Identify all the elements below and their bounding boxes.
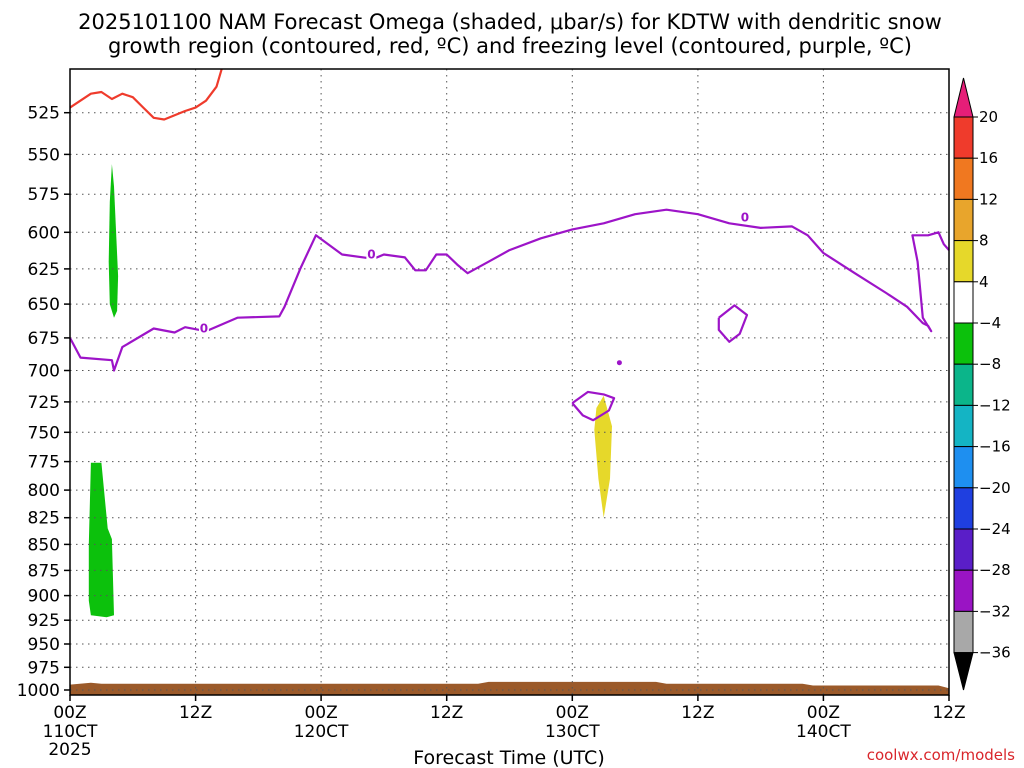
contour-label-1: 0 — [366, 246, 377, 261]
contour-label-bg — [198, 320, 209, 335]
colorbar-segment — [953, 198, 974, 242]
omega-region-0 — [108, 164, 119, 318]
y-tick-label: 700 — [28, 362, 60, 382]
y-tick-label: 925 — [28, 611, 60, 631]
colorbar-segment — [953, 281, 974, 324]
colorbar-segment — [953, 610, 974, 654]
y-tick-label: 775 — [28, 453, 60, 473]
colorbar-label: −28 — [979, 561, 1011, 579]
x-tick-label: 00Z — [807, 703, 840, 723]
freezing-level-blip — [616, 360, 622, 366]
colorbar-label: −8 — [979, 355, 1001, 373]
contour-label-text: 0 — [367, 247, 375, 261]
colorbar-label: 12 — [979, 190, 998, 208]
x-tick-label: 00Z — [304, 703, 337, 723]
colorbar-segment — [953, 404, 974, 448]
y-tick-label: 1000 — [17, 681, 60, 701]
colorbar-segment — [953, 157, 974, 200]
y-tick-label: 900 — [28, 587, 60, 607]
x-tick-label: 00Z — [556, 703, 589, 723]
contour-label-text: 0 — [200, 322, 208, 336]
omega-region-2 — [594, 395, 612, 518]
contours: 0 0 0 — [69, 68, 950, 422]
x-tick-date: 130CT — [545, 722, 600, 742]
y-tick-label: 950 — [28, 635, 60, 655]
colorbar-arrow-bottom — [953, 652, 974, 691]
y-tick-label: 600 — [28, 223, 60, 243]
contour-label-text: 0 — [741, 210, 749, 224]
freezing-level-contour — [69, 208, 950, 372]
colorbar-label: −20 — [979, 479, 1011, 497]
contour-label-0: 0 — [198, 320, 209, 336]
terrain — [70, 681, 949, 695]
y-tick-label: 800 — [28, 481, 60, 501]
colorbar-label: −12 — [979, 396, 1011, 414]
colorbar-arrow-top — [953, 77, 974, 118]
plot-frame — [69, 68, 950, 696]
freezing-level-loop-1 — [717, 304, 749, 343]
colorbar-label: −4 — [979, 314, 1001, 332]
y-tick-label: 875 — [28, 561, 60, 581]
y-tick-label: 825 — [28, 509, 60, 529]
y-tick-label: 575 — [28, 185, 60, 205]
omega-region-1 — [88, 462, 114, 618]
y-tick-label: 525 — [28, 104, 60, 124]
x-tick-date: 110CT — [43, 722, 98, 742]
y-tick-label: 975 — [28, 658, 60, 678]
x-tick-label: 00Z — [53, 703, 86, 723]
chart-title-line-1: 2025101100 NAM Forecast Omega (shaded, μ… — [78, 10, 942, 34]
colorbar-segment — [953, 322, 974, 365]
x-tick-date: 120CT — [294, 722, 349, 742]
colorbar-segment — [953, 116, 974, 159]
colorbar-label: 8 — [979, 232, 989, 250]
colorbar-segment — [953, 446, 974, 489]
colorbar-segment — [953, 569, 974, 612]
y-axis: 525 550 575 600 625 650 675 700 725 750 775 800 825 8… — [17, 104, 70, 701]
grid — [70, 69, 949, 695]
contour-label-bg — [739, 209, 750, 224]
contour-label-bg — [366, 246, 377, 261]
dgz-contour — [69, 68, 223, 121]
y-tick-label: 850 — [28, 535, 60, 555]
y-tick-label: 725 — [28, 393, 60, 413]
colorbar-label: −24 — [979, 520, 1011, 538]
x-tick-label: 12Z — [932, 703, 965, 723]
colorbar-segment — [953, 363, 974, 406]
colorbar-segment — [953, 528, 974, 571]
freezing-level-loop-0 — [571, 390, 616, 422]
colorbar-label: 20 — [979, 108, 998, 126]
x-tick-date: 140CT — [796, 722, 851, 742]
chart-title-line-2: growth region (contoured, red, ºC) and f… — [108, 34, 912, 58]
colorbar-segment — [953, 240, 974, 283]
colorbar-label: 4 — [979, 273, 989, 291]
contour-label-2: 0 — [739, 209, 750, 224]
colorbar-label: −36 — [979, 644, 1011, 662]
plot-fills — [70, 164, 949, 695]
y-tick-label: 650 — [28, 295, 60, 315]
colorbar-segment — [953, 487, 974, 530]
x-tick-label: 12Z — [179, 703, 212, 723]
x-tick-year: 2025 — [48, 740, 91, 760]
colorbar: 20 16 12 8 4 −4 −8 −12 −16 −20 −24 −28 −32 −36 — [953, 77, 1011, 691]
x-tick-label: 12Z — [681, 703, 714, 723]
x-axis-label: Forecast Time (UTC) — [413, 747, 604, 768]
y-tick-label: 625 — [28, 260, 60, 280]
x-tick-label: 12Z — [430, 703, 463, 723]
colorbar-label: 16 — [979, 149, 998, 167]
colorbar-label: −16 — [979, 438, 1011, 456]
credit-link[interactable]: coolwx.com/models — [867, 746, 1015, 764]
colorbar-label: −32 — [979, 602, 1011, 620]
y-tick-label: 550 — [28, 145, 60, 165]
y-tick-label: 675 — [28, 329, 60, 349]
y-tick-label: 750 — [28, 423, 60, 443]
